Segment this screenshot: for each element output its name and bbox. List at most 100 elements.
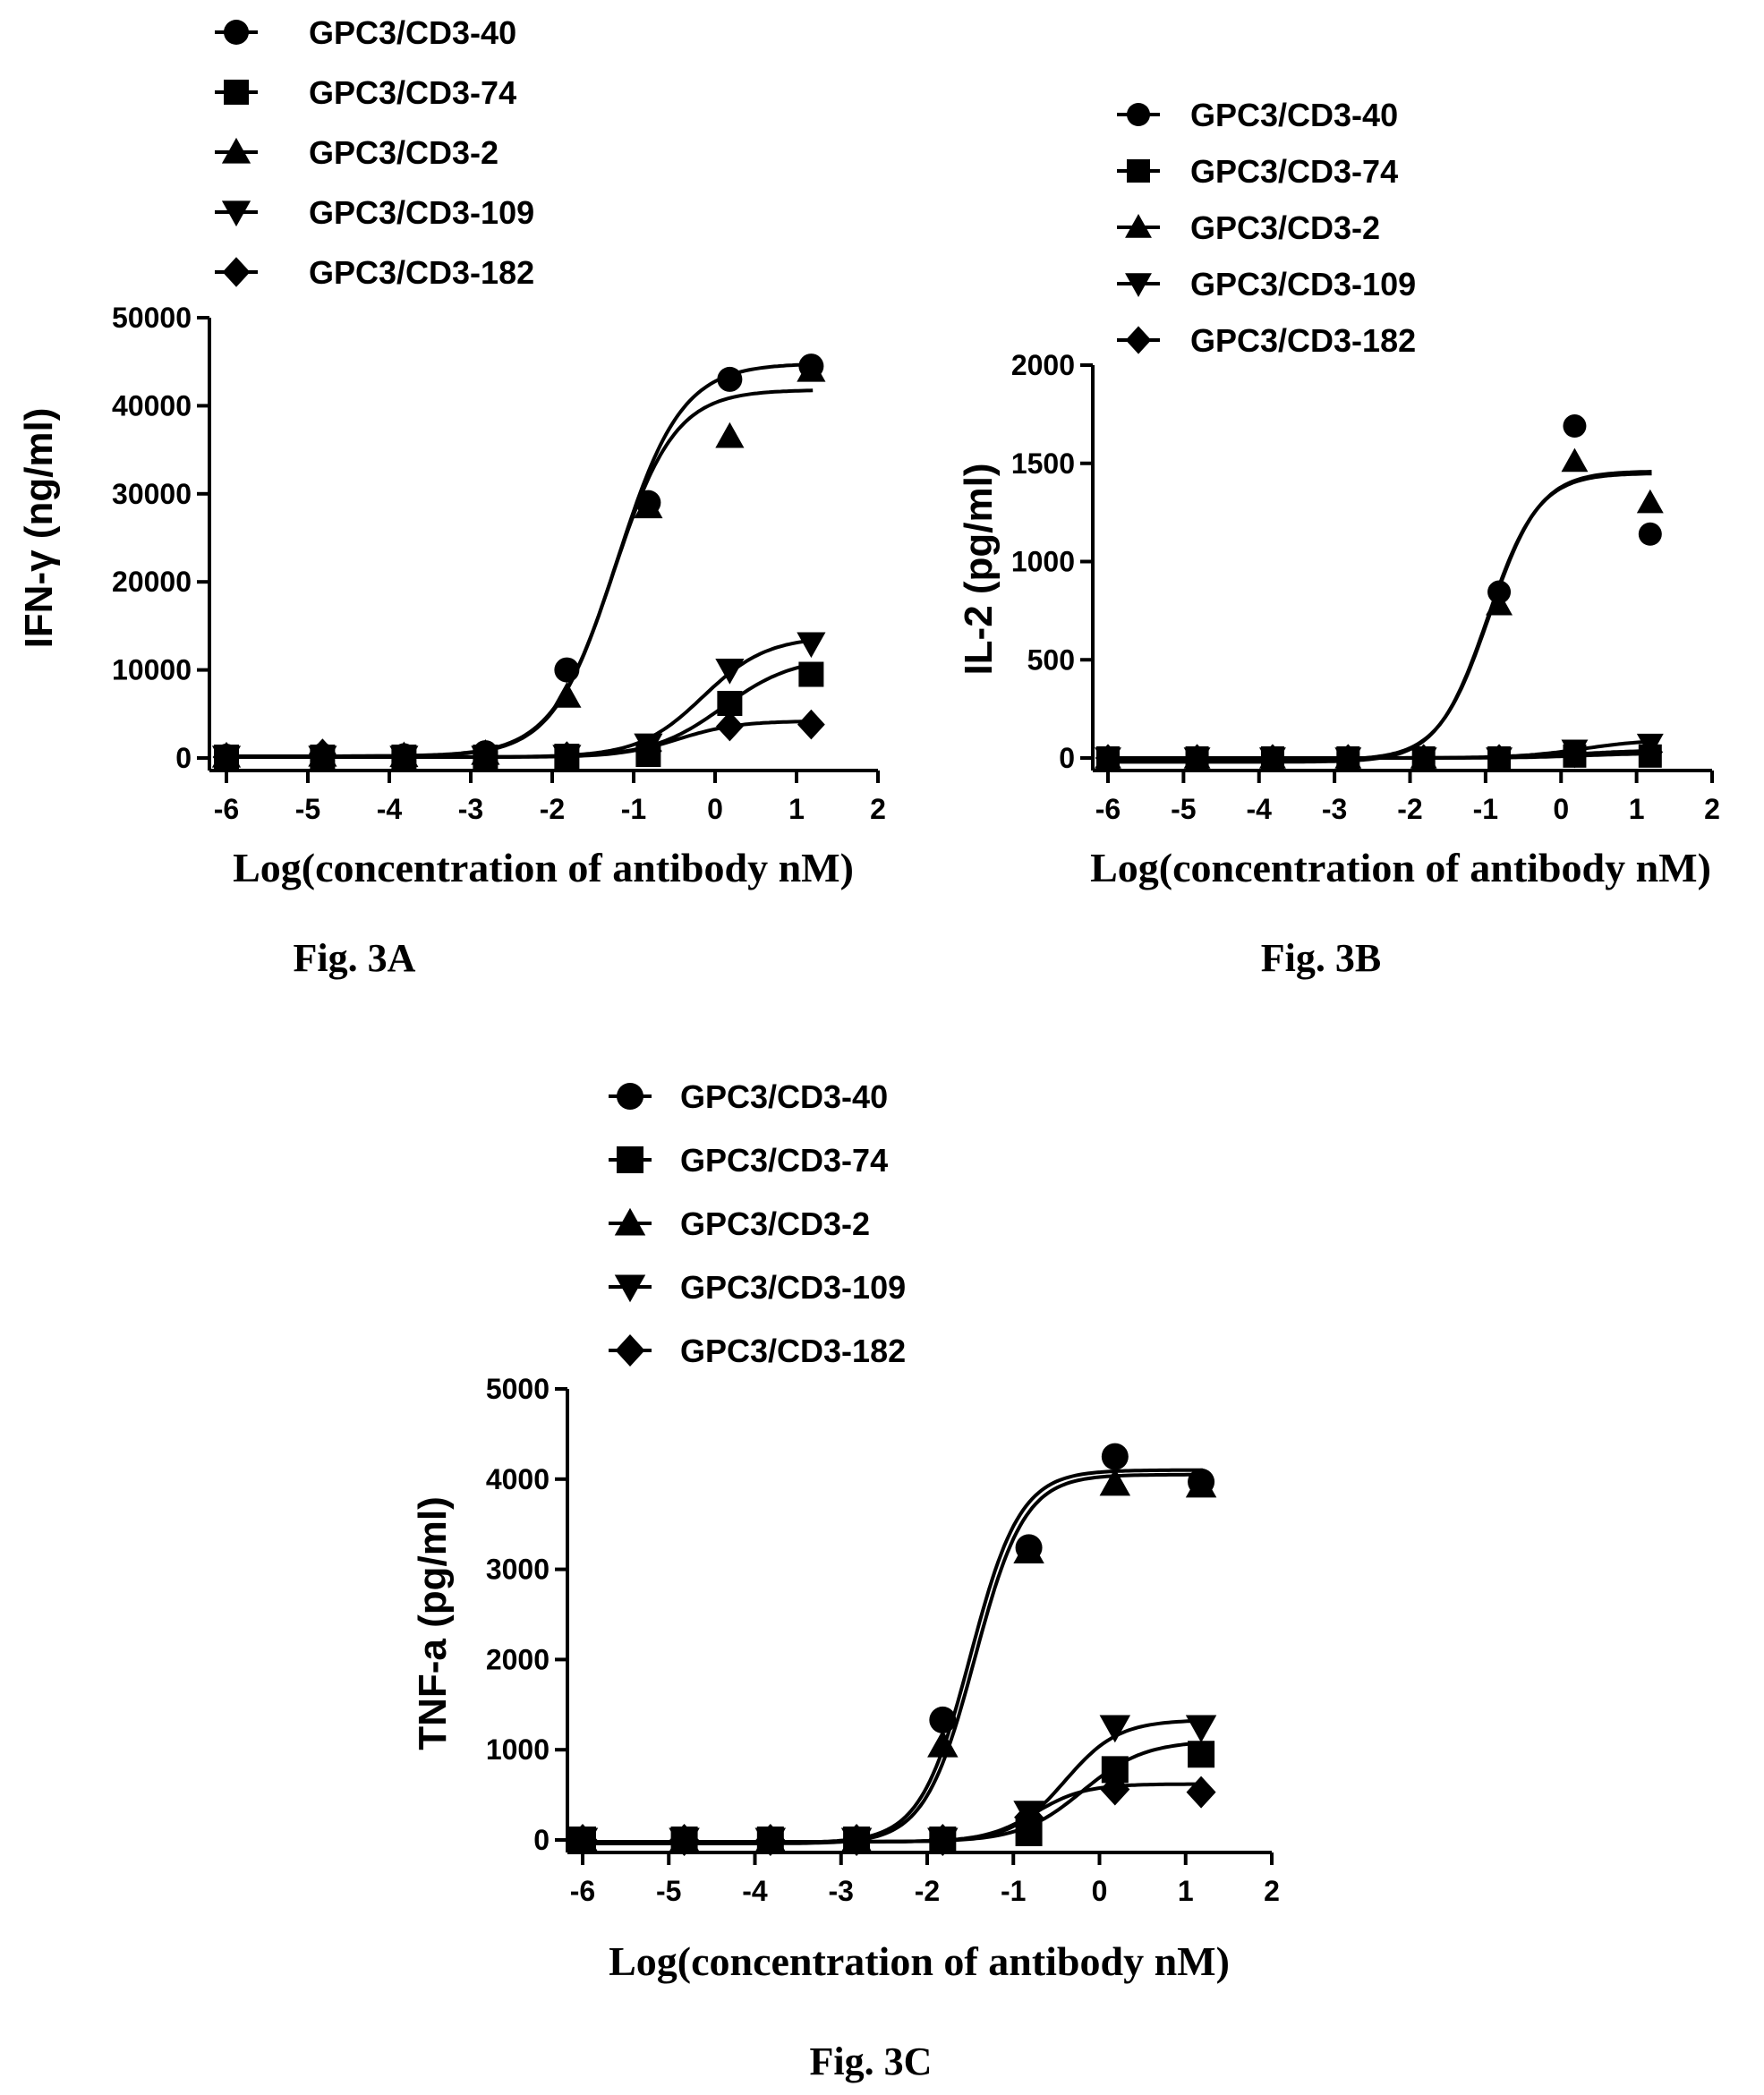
x-tick-label: -2 <box>540 793 565 825</box>
x-tick-label: -2 <box>915 1875 940 1907</box>
legend-marker-triangle-down <box>221 200 251 227</box>
y-tick-label: 4000 <box>486 1463 550 1495</box>
x-axis-title: Log(concentration of antibody nM) <box>233 845 854 890</box>
y-tick-label: 50000 <box>112 302 192 334</box>
x-tick-label: 0 <box>707 793 723 825</box>
data-point-circle <box>929 1706 957 1733</box>
data-point-diamond <box>1100 1773 1130 1806</box>
data-point-diamond <box>1410 744 1436 772</box>
legend-label: GPC3/CD3-40 <box>1190 97 1398 133</box>
x-tick-label: -5 <box>1171 793 1196 825</box>
data-point-diamond <box>669 1824 700 1856</box>
data-point-triangle-up <box>634 492 663 519</box>
x-axis-title: Log(concentration of antibody nM) <box>609 1938 1230 1984</box>
data-point-diamond <box>1186 1776 1216 1809</box>
x-tick-label: -6 <box>1095 793 1121 825</box>
data-point-triangle-down <box>1185 1715 1217 1743</box>
data-point-triangle-down <box>1099 1715 1131 1743</box>
legend-label: GPC3/CD3-109 <box>680 1269 906 1306</box>
y-tick-label: 5000 <box>486 1373 550 1405</box>
x-tick-label: 0 <box>1553 793 1569 825</box>
fit-curve-circle <box>1108 470 1652 762</box>
legend-marker-triangle-up <box>614 1207 646 1236</box>
legend-marker-diamond <box>1125 326 1152 354</box>
x-tick-label: -1 <box>1001 1875 1026 1907</box>
legend-marker-triangle-down <box>614 1274 646 1303</box>
legend-marker-triangle-up <box>1125 214 1152 238</box>
data-point-diamond <box>755 1824 786 1856</box>
legend-marker-circle <box>1127 103 1150 126</box>
data-point-triangle-up <box>715 422 745 448</box>
data-point-circle <box>1638 522 1662 546</box>
x-axis-title: Log(concentration of antibody nM) <box>1090 845 1711 890</box>
legend-label: GPC3/CD3-74 <box>309 74 516 111</box>
data-point-triangle-down <box>797 632 826 659</box>
y-tick-label: 3000 <box>486 1554 550 1586</box>
data-point-square <box>798 661 824 687</box>
x-tick-label: -6 <box>570 1875 595 1907</box>
legend-label: GPC3/CD3-2 <box>680 1205 870 1242</box>
x-tick-label: -4 <box>742 1875 768 1907</box>
figure-caption: Fig. 3A <box>294 936 416 980</box>
data-point-circle <box>554 657 580 683</box>
legend-marker-triangle-up <box>221 137 251 164</box>
data-point-diamond <box>1184 744 1210 772</box>
legend-marker-circle <box>617 1083 643 1110</box>
data-point-circle <box>1563 414 1587 439</box>
legend-label: GPC3/CD3-40 <box>309 14 516 51</box>
data-point-diamond <box>927 1824 958 1856</box>
x-tick-label: -6 <box>214 793 239 825</box>
data-point-diamond <box>308 738 337 769</box>
legend-marker-diamond <box>222 257 251 287</box>
y-tick-label: 500 <box>1027 643 1075 676</box>
data-point-diamond <box>471 742 499 772</box>
data-point-diamond <box>1486 744 1513 772</box>
data-point-triangle-up <box>1185 1469 1217 1498</box>
data-point-triangle-up <box>927 1729 959 1758</box>
chart-2: 0 500 1000 1500 2000 -6 -5 -4 -3 -2 -1 0 1 2 Log(conce… <box>957 97 1720 980</box>
figure-caption: Fig. 3C <box>810 2040 933 2083</box>
legend-label: GPC3/CD3-74 <box>680 1142 888 1179</box>
data-point-diamond <box>1335 744 1361 772</box>
x-tick-label: 1 <box>1178 1875 1194 1907</box>
y-tick-label: 0 <box>1059 742 1075 774</box>
legend-label: GPC3/CD3-109 <box>309 194 534 231</box>
y-axis-title: IFN-γ (ng/ml) <box>17 408 61 649</box>
legend-label: GPC3/CD3-2 <box>1190 209 1380 246</box>
chart-1: 0 10000 20000 30000 40000 50000 -6 -5 -4 -3 -2 -1 0 1… <box>17 14 886 980</box>
x-tick-label: -2 <box>1397 793 1422 825</box>
legend-label: GPC3/CD3-2 <box>309 134 499 171</box>
legend-marker-square <box>224 80 249 105</box>
data-point-triangle-up <box>1099 1468 1131 1496</box>
data-point-triangle-up <box>1486 591 1513 616</box>
y-axis-title: TNF-a (pg/ml) <box>411 1496 455 1750</box>
legend-marker-diamond <box>615 1334 645 1367</box>
legend-marker-triangle-down <box>1125 273 1152 297</box>
y-tick-label: 2000 <box>1011 349 1075 381</box>
y-tick-label: 20000 <box>112 566 192 598</box>
legend-marker-circle <box>224 20 249 45</box>
y-tick-label: 1000 <box>1011 546 1075 578</box>
legend-marker-square <box>1127 159 1150 183</box>
y-tick-label: 1000 <box>486 1733 550 1766</box>
x-tick-label: -3 <box>829 1875 854 1907</box>
data-point-diamond <box>841 1824 872 1856</box>
data-point-diamond <box>389 742 418 772</box>
y-tick-label: 2000 <box>486 1643 550 1675</box>
data-point-circle <box>1101 1443 1129 1470</box>
data-point-triangle-up <box>797 355 826 382</box>
legend-label: GPC3/CD3-182 <box>1190 322 1416 359</box>
data-point-diamond <box>1014 1801 1044 1834</box>
x-tick-label: 1 <box>788 793 805 825</box>
y-tick-label: 0 <box>533 1824 550 1856</box>
x-tick-label: -3 <box>1322 793 1347 825</box>
data-point-diamond <box>715 711 744 742</box>
x-tick-label: -3 <box>458 793 483 825</box>
data-point-circle <box>717 366 743 392</box>
data-point-triangle-up <box>1561 447 1589 473</box>
x-tick-label: -1 <box>621 793 646 825</box>
x-tick-label: -5 <box>656 1875 681 1907</box>
chart-3: 0 1000 2000 3000 4000 5000 -6 -5 -4 -3 -2 -1 0 1 2 Log(… <box>411 1078 1280 2083</box>
x-tick-label: 0 <box>1092 1875 1108 1907</box>
